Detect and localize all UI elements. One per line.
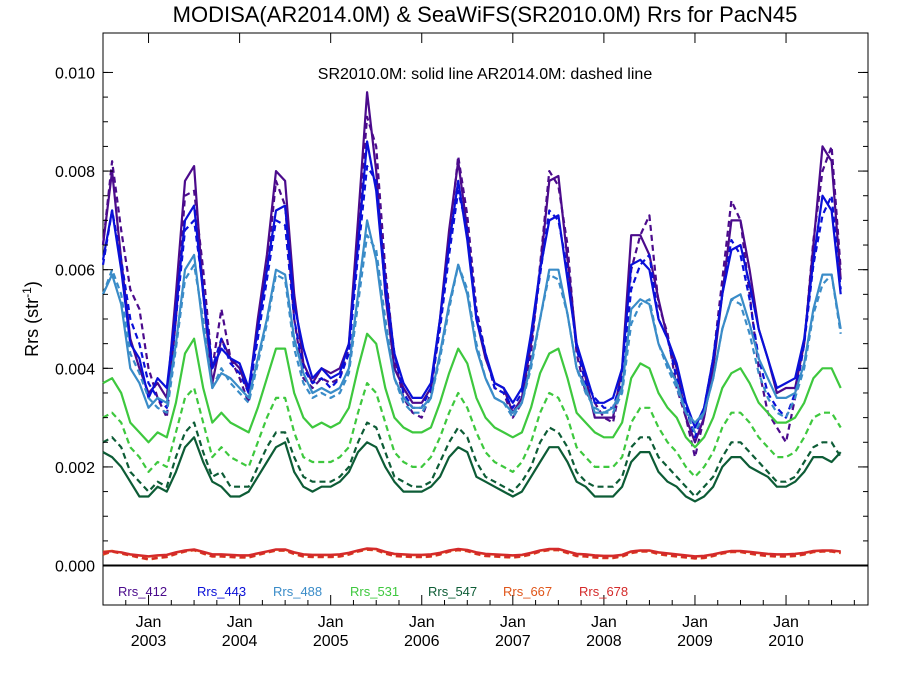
x-tick-year-1: 2004 <box>222 633 258 650</box>
x-tick-month-2: Jan <box>318 614 344 631</box>
line-style-annotation: SR2010.0M: solid line AR2014.0M: dashed … <box>318 66 653 83</box>
y-tick-label-0: 0.000 <box>55 559 95 576</box>
legend-item-rrs-443: Rrs_443 <box>197 584 246 599</box>
y-axis-label-superscript: -1 <box>20 287 34 298</box>
series-layer <box>101 91 842 561</box>
y-axis-label: Rrs (str-1) <box>20 281 42 357</box>
y-tick-label-2: 0.004 <box>55 361 95 378</box>
y-axis-label-main: Rrs (str <box>22 298 42 357</box>
legend-item-rrs-678: Rrs_678 <box>579 584 628 599</box>
x-tick-year-6: 2009 <box>677 633 713 650</box>
x-tick-year-7: 2010 <box>768 633 804 650</box>
legend-item-rrs-488: Rrs_488 <box>273 584 322 599</box>
y-tick-label-3: 0.006 <box>55 263 95 280</box>
legend-item-rrs-547: Rrs_547 <box>428 584 477 599</box>
series-line-dashed-rrs-531 <box>102 382 842 478</box>
x-tick-year-3: 2006 <box>404 633 440 650</box>
series-line-solid-rrs-678 <box>102 547 841 558</box>
series-line-dashed-rrs-488 <box>101 234 842 434</box>
series-line-dashed-rrs-547 <box>102 421 842 498</box>
legend-item-rrs-667: Rrs_667 <box>503 584 552 599</box>
x-tick-month-3: Jan <box>409 614 435 631</box>
legend-item-rrs-531: Rrs_531 <box>350 584 399 599</box>
x-tick-month-5: Jan <box>591 614 617 631</box>
series-line-dashed-rrs-443 <box>101 165 842 439</box>
y-tick-label-1: 0.002 <box>55 460 95 477</box>
chart-title: MODISA(AR2014.0M) & SeaWiFS(SR2010.0M) R… <box>173 2 798 27</box>
x-tick-month-1: Jan <box>227 614 253 631</box>
x-tick-year-5: 2008 <box>586 633 622 650</box>
plot-area <box>101 32 869 606</box>
y-axis: 0.000 0.002 0.004 0.006 0.008 0.010 <box>55 65 868 576</box>
y-axis-label-tail: ) <box>22 281 42 287</box>
x-tick-month-0: Jan <box>136 614 162 631</box>
x-tick-month-4: Jan <box>500 614 526 631</box>
series-line-solid-rrs-547 <box>102 436 842 503</box>
y-tick-label-5: 0.010 <box>55 65 95 82</box>
x-tick-month-7: Jan <box>773 614 799 631</box>
x-axis: Jan 2003 Jan 2004 Jan 2005 Jan 2006 Jan 2007 Jan 20… <box>102 33 855 650</box>
legend: Rrs_412 Rrs_443 Rrs_488 Rrs_531 Rrs_547 Rrs_6… <box>118 584 628 599</box>
legend-item-rrs-412: Rrs_412 <box>118 584 167 599</box>
series-line-dashed-rrs-412 <box>101 115 842 459</box>
x-tick-month-6: Jan <box>682 614 708 631</box>
series-line-solid-rrs-531 <box>102 332 842 449</box>
x-tick-year-0: 2003 <box>131 633 167 650</box>
y-tick-label-4: 0.008 <box>55 164 95 181</box>
x-tick-year-4: 2007 <box>495 633 531 650</box>
x-tick-year-2: 2005 <box>313 633 349 650</box>
